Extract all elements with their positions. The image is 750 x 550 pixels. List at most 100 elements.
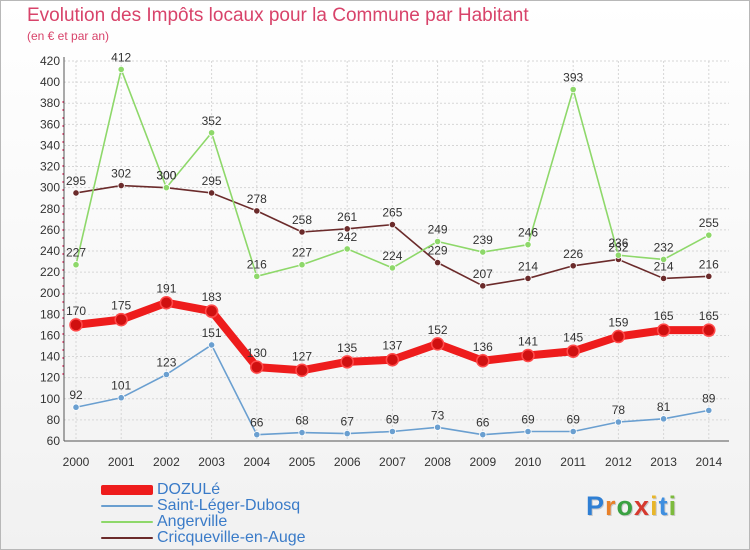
data-point-saint-l-ger-dubosq <box>433 423 442 431</box>
data-label-angerville: 216 <box>247 257 267 271</box>
chart-title: Evolution des Impôts locaux pour la Comm… <box>27 5 529 26</box>
data-point-cricqueville-en-auge <box>433 259 442 267</box>
data-point-saint-l-ger-dubosq <box>208 341 216 349</box>
data-label-saint-l-ger-dubosq: 89 <box>702 391 716 405</box>
x-tick-label: 2001 <box>108 455 135 469</box>
data-point-dozul <box>295 363 309 378</box>
data-point-cricqueville-en-auge <box>659 274 668 283</box>
data-label-cricqueville-en-auge: 216 <box>699 257 719 271</box>
data-label-angerville: 242 <box>337 230 357 244</box>
logo-letter: i <box>668 491 678 521</box>
data-label-saint-l-ger-dubosq: 81 <box>657 400 671 414</box>
data-label-dozul: 165 <box>654 309 674 323</box>
x-tick-label: 2013 <box>650 455 677 469</box>
data-label-dozul: 152 <box>428 323 448 337</box>
data-label-dozul: 141 <box>518 335 538 349</box>
data-point-cricqueville-en-auge <box>72 189 80 197</box>
legend-label: Angerville <box>157 513 228 530</box>
data-point-saint-l-ger-dubosq <box>524 427 532 436</box>
data-point-saint-l-ger-dubosq <box>659 415 668 423</box>
legend-swatch <box>101 485 153 495</box>
data-point-dozul <box>385 352 400 367</box>
y-tick-label: 140 <box>40 350 60 364</box>
data-label-saint-l-ger-dubosq: 73 <box>431 408 445 422</box>
data-point-dozul <box>476 354 490 368</box>
data-label-angerville: 227 <box>66 246 86 260</box>
data-point-angerville <box>569 85 577 94</box>
logo-letter: r <box>605 491 617 521</box>
data-label-saint-l-ger-dubosq: 92 <box>69 388 83 402</box>
legend-item-saint-leger-dubosq: Saint-Léger-Dubosq <box>101 497 301 514</box>
x-tick-label: 2009 <box>469 455 496 469</box>
x-tick-label: 2012 <box>605 455 632 469</box>
data-point-saint-l-ger-dubosq <box>479 431 487 439</box>
x-tick-label: 2003 <box>198 455 225 469</box>
data-point-cricqueville-en-auge <box>569 262 577 270</box>
legend-swatch <box>101 505 153 507</box>
data-label-saint-l-ger-dubosq: 123 <box>156 356 176 370</box>
legend-swatch <box>101 537 153 539</box>
data-label-cricqueville-en-auge: 258 <box>292 213 312 227</box>
logo-letter: i <box>650 491 659 521</box>
data-label-cricqueville-en-auge: 278 <box>247 192 267 206</box>
data-label-cricqueville-en-auge: 229 <box>428 244 448 258</box>
data-label-cricqueville-en-auge: 226 <box>563 247 583 261</box>
data-point-saint-l-ger-dubosq <box>569 427 577 436</box>
chart-subtitle: (en € et par an) <box>27 29 110 43</box>
legend-label: DOZULé <box>157 481 221 498</box>
legend-swatch <box>101 521 153 523</box>
data-point-saint-l-ger-dubosq <box>705 406 713 414</box>
data-label-saint-l-ger-dubosq: 66 <box>476 416 490 430</box>
x-tick-label: 2010 <box>515 455 542 469</box>
x-tick-label: 2011 <box>560 455 586 469</box>
logo-letter: P <box>586 491 606 521</box>
y-tick-label: 200 <box>40 286 60 300</box>
data-label-dozul: 130 <box>247 346 267 360</box>
legend-label: Saint-Léger-Dubosq <box>157 497 301 514</box>
data-point-angerville <box>614 251 623 259</box>
data-label-cricqueville-en-auge: 232 <box>608 240 628 254</box>
data-label-cricqueville-en-auge: 295 <box>202 174 222 188</box>
data-point-angerville <box>72 261 80 269</box>
data-point-saint-l-ger-dubosq <box>343 430 351 438</box>
x-tick-label: 2008 <box>424 455 451 469</box>
data-point-cricqueville-en-auge <box>705 272 713 280</box>
data-label-saint-l-ger-dubosq: 69 <box>386 413 400 427</box>
data-label-dozul: 145 <box>563 330 583 344</box>
data-point-dozul <box>69 318 83 332</box>
data-point-cricqueville-en-auge <box>117 181 125 190</box>
data-label-cricqueville-en-auge: 265 <box>382 206 402 220</box>
data-point-dozul <box>250 360 264 374</box>
y-tick-label: 80 <box>47 413 61 427</box>
data-point-cricqueville-en-auge <box>298 228 306 236</box>
data-point-dozul <box>430 337 445 351</box>
data-label-angerville: 249 <box>428 223 448 237</box>
data-point-dozul <box>340 355 354 369</box>
proxiti-logo: Proxiti <box>586 491 677 522</box>
data-point-cricqueville-en-auge <box>343 225 351 233</box>
logo-letter: t <box>658 491 669 521</box>
data-point-dozul <box>114 312 128 327</box>
data-label-saint-l-ger-dubosq: 69 <box>567 413 581 427</box>
data-point-angerville <box>479 248 487 256</box>
data-point-angerville <box>388 264 396 272</box>
data-label-angerville: 393 <box>563 71 583 85</box>
data-point-saint-l-ger-dubosq <box>388 427 396 436</box>
y-tick-label: 380 <box>40 96 60 110</box>
y-tick-label: 240 <box>40 244 60 258</box>
data-label-cricqueville-en-auge: 295 <box>66 174 86 188</box>
y-tick-label: 220 <box>40 265 60 279</box>
data-point-saint-l-ger-dubosq <box>253 431 261 439</box>
data-point-dozul <box>521 348 535 363</box>
data-label-angerville: 239 <box>473 233 493 247</box>
data-point-dozul <box>611 329 626 344</box>
data-point-angerville <box>298 261 306 269</box>
data-label-cricqueville-en-auge: 207 <box>473 267 493 281</box>
y-tick-label: 100 <box>40 392 60 406</box>
x-tick-label: 2005 <box>289 455 316 469</box>
logo-letter: x <box>634 491 651 521</box>
x-tick-label: 2004 <box>243 455 270 469</box>
x-tick-label: 2002 <box>153 455 180 469</box>
